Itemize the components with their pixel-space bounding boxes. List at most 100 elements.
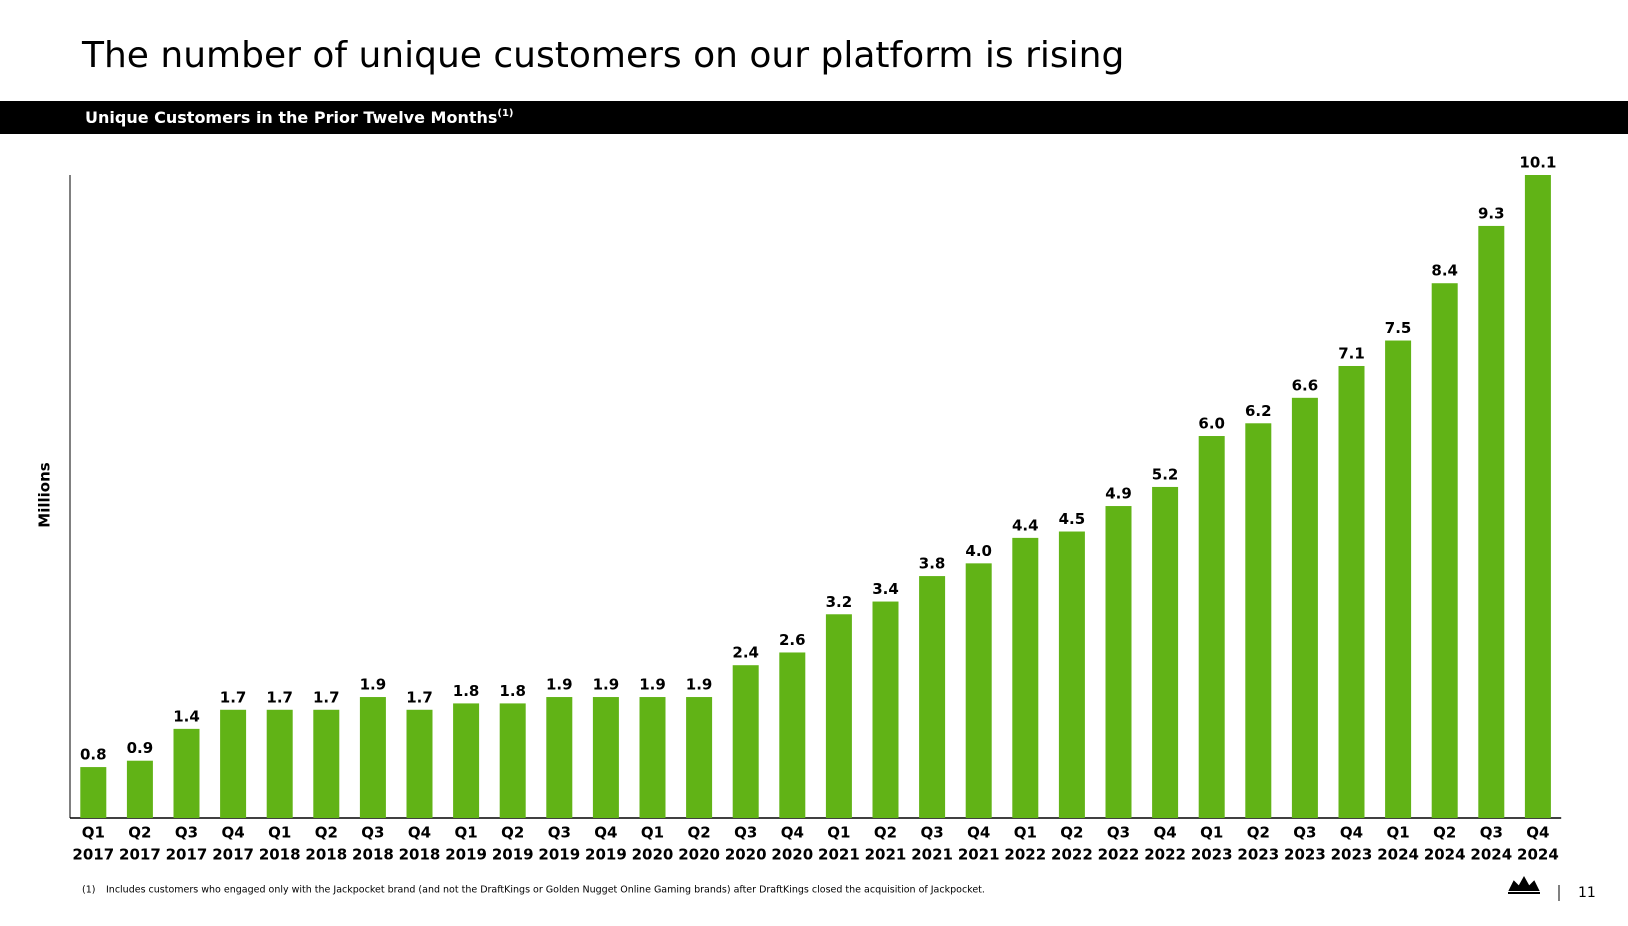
bar [825, 614, 852, 818]
x-tick-label: 2022 [1051, 846, 1093, 864]
x-tick-label: 2024 [1470, 846, 1512, 864]
x-tick-label: 2019 [492, 846, 534, 864]
chart-title-note: (1) [497, 108, 513, 119]
bar [1431, 283, 1458, 818]
x-tick-label: 2023 [1237, 846, 1279, 864]
footnote: Includes customers who engaged only with… [106, 885, 985, 896]
value-label: 9.3 [1478, 204, 1505, 222]
value-label: 10.1 [1519, 154, 1556, 172]
x-tick-label: Q4 [967, 824, 990, 842]
x-tick-label: 2018 [352, 846, 394, 864]
header-band [0, 101, 1628, 134]
value-label: 1.8 [453, 682, 480, 700]
x-tick-label: 2019 [445, 846, 487, 864]
value-label: 5.2 [1152, 465, 1179, 483]
bar [592, 697, 619, 818]
x-tick-label: 2022 [1098, 846, 1140, 864]
x-tick-label: 2024 [1517, 846, 1559, 864]
value-label: 1.9 [360, 676, 387, 694]
value-label: 4.0 [965, 542, 992, 560]
bar [1291, 397, 1318, 818]
value-label: 1.7 [406, 688, 433, 706]
x-tick-label: 2024 [1377, 846, 1419, 864]
value-label: 4.9 [1105, 485, 1132, 503]
bar [639, 697, 666, 818]
x-tick-label: Q4 [1340, 824, 1363, 842]
x-tick-label: Q1 [1386, 824, 1409, 842]
bar [872, 601, 899, 818]
x-tick-label: Q2 [128, 824, 151, 842]
x-tick-label: 2023 [1331, 846, 1373, 864]
bar [965, 563, 992, 818]
x-tick-label: 2017 [119, 846, 161, 864]
x-tick-label: Q2 [501, 824, 524, 842]
x-tick-label: 2021 [958, 846, 1000, 864]
x-tick-label: Q4 [781, 824, 804, 842]
x-tick-label: Q4 [1526, 824, 1549, 842]
bar [919, 576, 946, 818]
x-tick-label: 2024 [1424, 846, 1466, 864]
bar [1105, 506, 1132, 818]
value-label: 3.2 [826, 593, 853, 611]
bar [453, 703, 480, 818]
value-label: 7.1 [1338, 344, 1365, 362]
value-label: 3.4 [872, 580, 899, 598]
x-tick-label: 2020 [632, 846, 674, 864]
value-label: 6.2 [1245, 402, 1272, 420]
value-label: 4.4 [1012, 516, 1039, 534]
value-label: 1.9 [593, 676, 620, 694]
bar [499, 703, 526, 818]
bar [779, 652, 806, 818]
x-tick-label: 2018 [399, 846, 441, 864]
bar [1152, 486, 1179, 818]
x-tick-label: Q3 [734, 824, 757, 842]
bar [359, 697, 386, 818]
value-label: 1.4 [173, 707, 200, 725]
value-label: 1.9 [639, 676, 666, 694]
x-tick-label: 2017 [166, 846, 208, 864]
value-label: 1.9 [686, 676, 713, 694]
bar [266, 709, 293, 818]
x-tick-label: 2017 [212, 846, 254, 864]
bar [1385, 340, 1412, 818]
x-tick-label: Q1 [454, 824, 477, 842]
x-tick-label: 2021 [818, 846, 860, 864]
x-tick-label: Q2 [687, 824, 710, 842]
x-tick-label: 2017 [72, 846, 114, 864]
x-tick-label: Q4 [1153, 824, 1176, 842]
x-tick-label: 2019 [585, 846, 627, 864]
x-tick-label: Q2 [1433, 824, 1456, 842]
page-number: 11 [1578, 885, 1596, 901]
bar [80, 767, 107, 818]
x-tick-label: Q3 [361, 824, 384, 842]
value-label: 1.7 [313, 688, 340, 706]
bar [220, 709, 247, 818]
x-tick-label: Q1 [82, 824, 105, 842]
x-tick-label: Q2 [874, 824, 897, 842]
x-tick-label: Q3 [175, 824, 198, 842]
bar [1524, 175, 1551, 818]
x-tick-label: 2023 [1191, 846, 1233, 864]
bar [173, 728, 200, 818]
logo [1508, 875, 1540, 894]
slide-title: The number of unique customers on our pl… [81, 35, 1124, 76]
chart-title-text: Unique Customers in the Prior Twelve Mon… [85, 108, 497, 127]
bar [1245, 423, 1272, 818]
x-tick-label: Q3 [1293, 824, 1316, 842]
x-tick-label: Q4 [221, 824, 244, 842]
value-label: 1.8 [499, 682, 526, 700]
x-tick-label: Q1 [827, 824, 850, 842]
footnote-marker: (1) [82, 885, 95, 896]
value-label: 1.7 [266, 688, 293, 706]
value-label: 8.4 [1431, 262, 1458, 280]
bar [1012, 537, 1039, 818]
x-tick-label: 2019 [538, 846, 580, 864]
x-tick-label: 2018 [259, 846, 301, 864]
x-tick-label: Q2 [1247, 824, 1270, 842]
bar [1198, 436, 1225, 818]
x-tick-label: Q1 [268, 824, 291, 842]
x-tick-label: 2022 [1004, 846, 1046, 864]
bar [126, 760, 153, 818]
bar [406, 709, 433, 818]
